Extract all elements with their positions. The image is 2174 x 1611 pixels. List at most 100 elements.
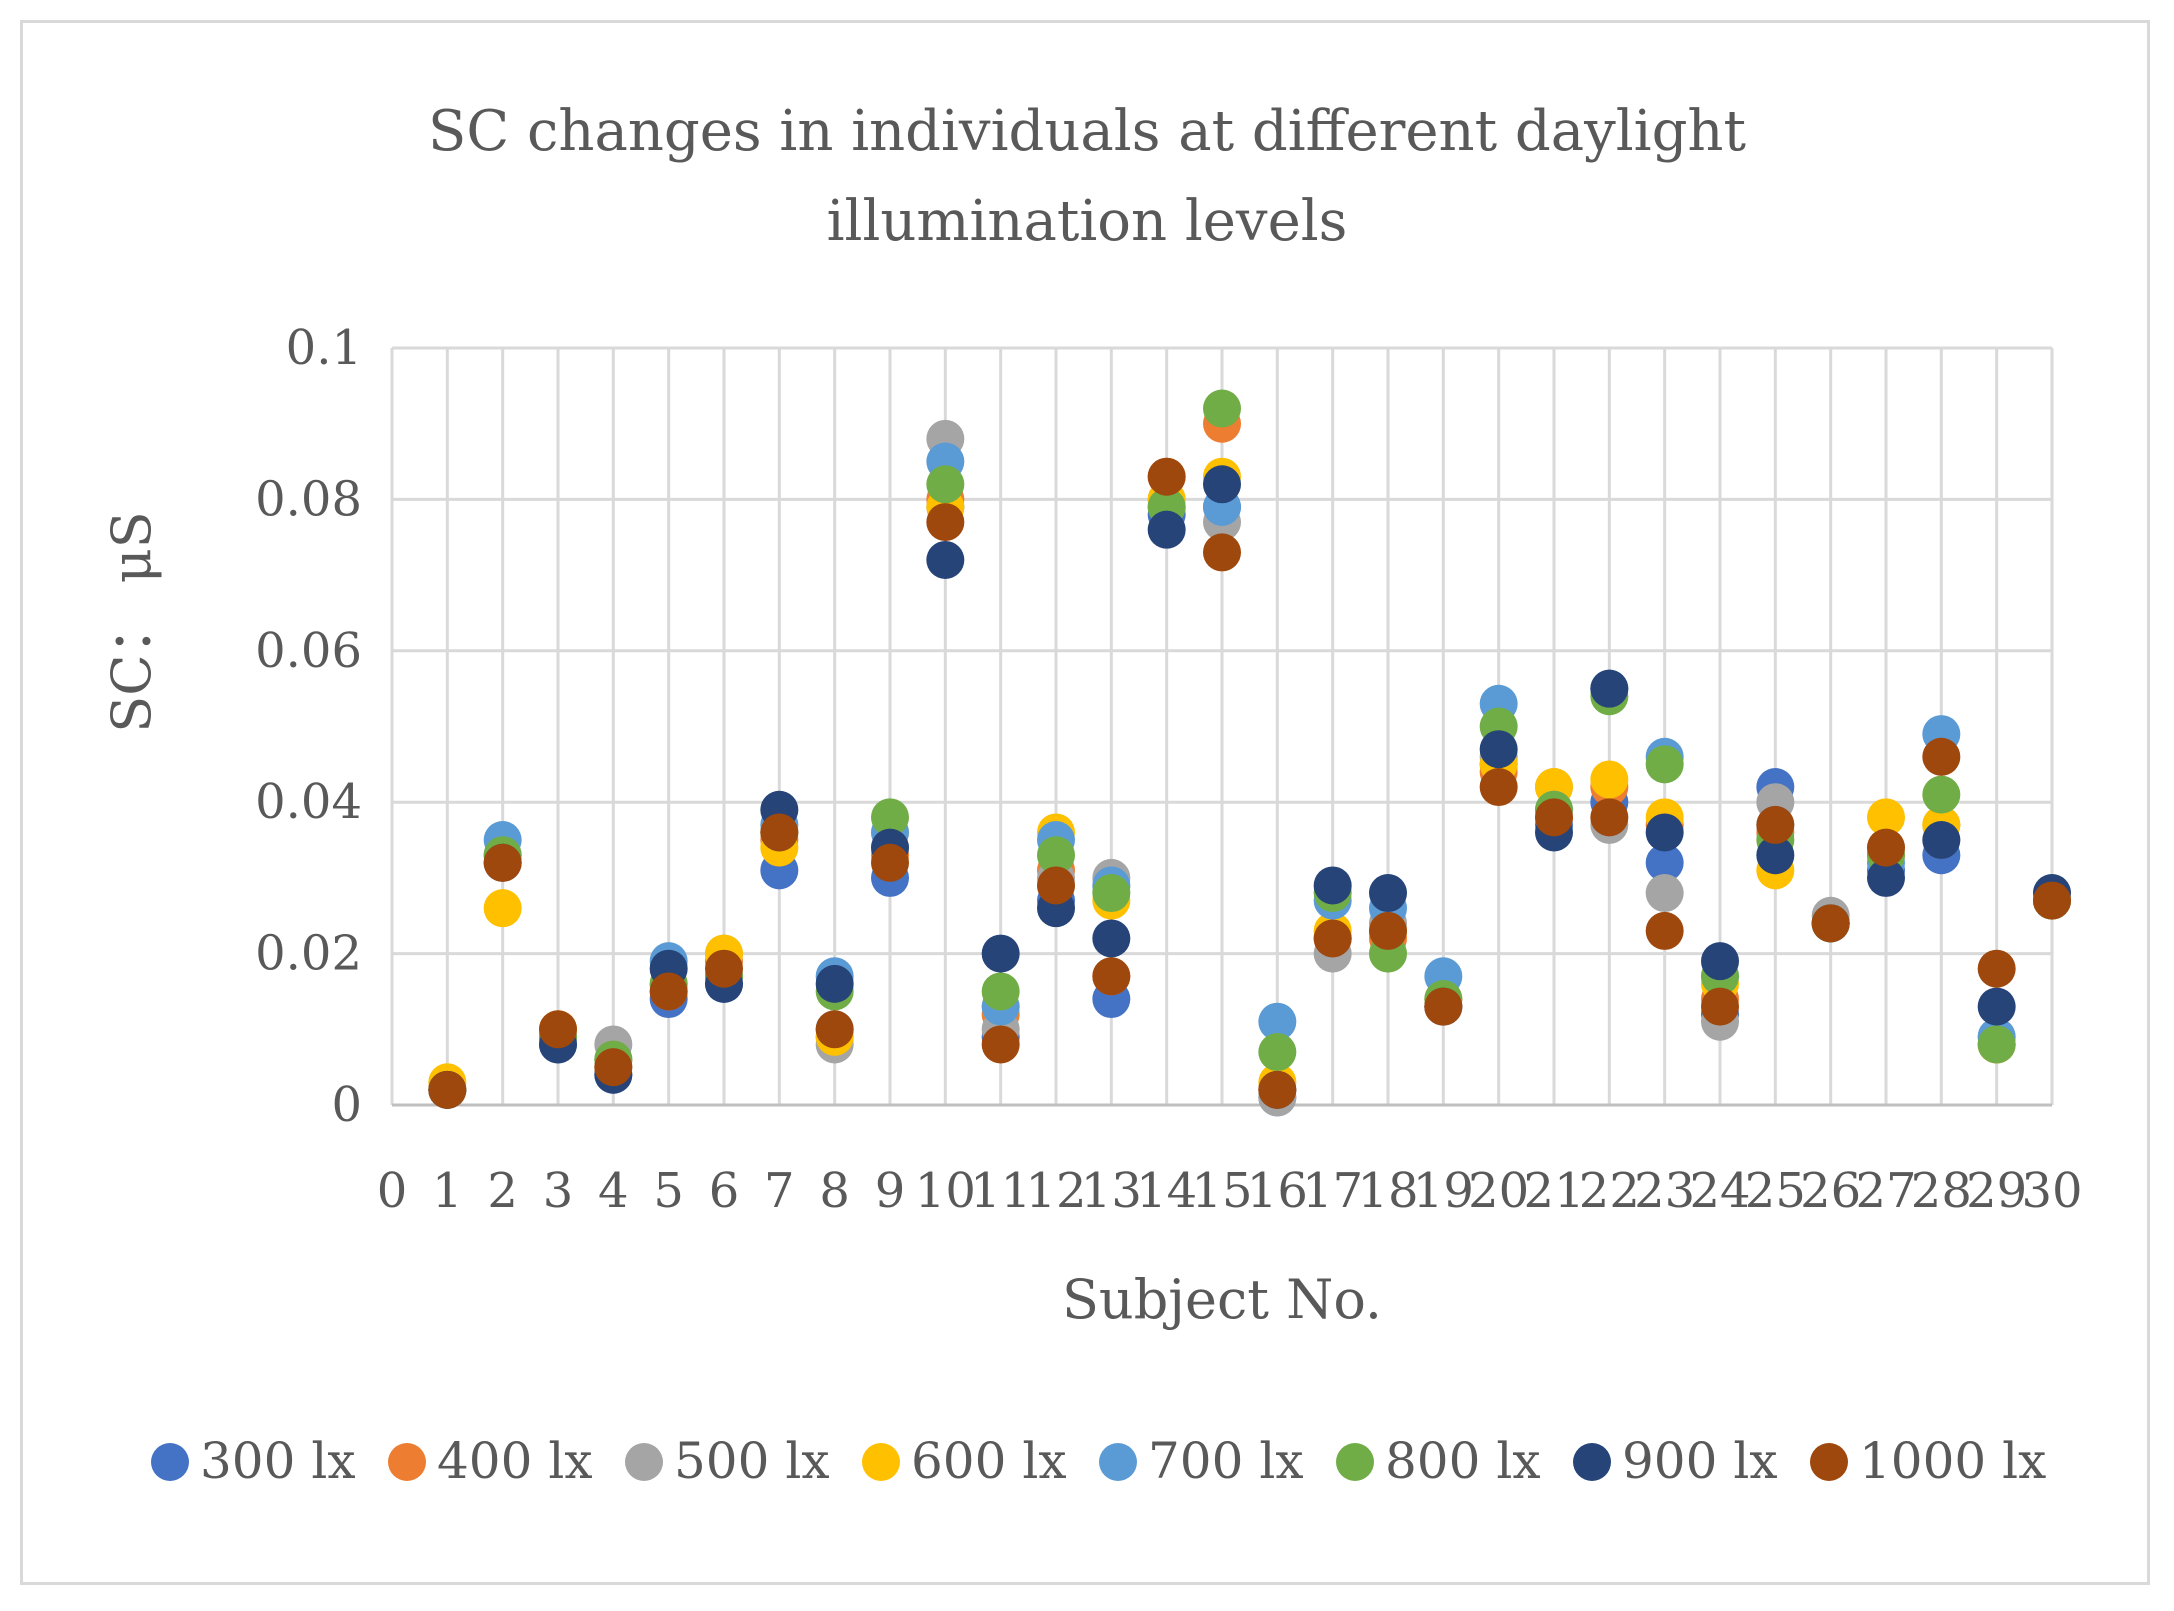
point-1000-lx-subject-4 xyxy=(594,1048,633,1087)
point-1000-lx-subject-13 xyxy=(1092,957,1131,996)
point-1000-lx-subject-11 xyxy=(981,1025,1020,1064)
point-800-lx-subject-29 xyxy=(1977,1025,2016,1064)
x-tick-label: 29 xyxy=(1966,1163,2027,1219)
x-tick-label: 2 xyxy=(487,1163,518,1219)
point-900-lx-subject-28 xyxy=(1922,821,1961,860)
point-900-lx-subject-18 xyxy=(1369,874,1407,913)
point-1000-lx-subject-22 xyxy=(1590,798,1629,837)
point-700-lx-subject-16 xyxy=(1258,1002,1297,1041)
legend-marker-400-lx xyxy=(388,1443,426,1481)
point-1000-lx-subject-17 xyxy=(1313,919,1352,958)
x-tick-label: 14 xyxy=(1136,1163,1197,1219)
point-1000-lx-subject-21 xyxy=(1535,798,1573,837)
y-tick-label: 0 xyxy=(331,1077,362,1133)
x-tick-label: 21 xyxy=(1523,1163,1584,1219)
x-tick-label: 23 xyxy=(1634,1163,1695,1219)
y-tick-labels: 0 0.02 0.04 0.06 0.08 0.1 xyxy=(255,320,362,1133)
x-tick-label: 9 xyxy=(875,1163,906,1219)
x-tick-label: 22 xyxy=(1579,1163,1640,1219)
point-1000-lx-subject-18 xyxy=(1369,911,1407,950)
point-900-lx-subject-20 xyxy=(1479,730,1518,769)
point-600-lx-subject-27 xyxy=(1867,798,1905,837)
legend-label: 700 lx xyxy=(1148,1432,1304,1490)
point-1000-lx-subject-14 xyxy=(1147,457,1186,496)
point-1000-lx-subject-9 xyxy=(871,843,909,882)
point-1000-lx-subject-3 xyxy=(539,1010,577,1049)
point-1000-lx-subject-24 xyxy=(1701,987,1739,1026)
y-tick-label: 0.08 xyxy=(255,471,362,527)
y-axis-label: SC： μS xyxy=(100,511,163,733)
point-900-lx-subject-23 xyxy=(1645,813,1684,852)
point-900-lx-subject-24 xyxy=(1701,942,1739,981)
x-tick-label: 27 xyxy=(1855,1163,1916,1219)
x-tick-label: 7 xyxy=(764,1163,795,1219)
point-800-lx-subject-10 xyxy=(926,465,965,504)
legend: 300 lx 400 lx 500 lx 600 lx 700 lx 800 lx 900 … xyxy=(151,1432,2046,1490)
y-tick-label: 0.02 xyxy=(255,926,362,982)
point-900-lx-subject-14 xyxy=(1147,510,1186,549)
point-1000-lx-subject-28 xyxy=(1922,737,1961,776)
point-800-lx-subject-9 xyxy=(871,798,909,837)
legend-label: 900 lx xyxy=(1622,1432,1778,1490)
point-900-lx-subject-25 xyxy=(1756,836,1795,875)
legend-marker-900-lx xyxy=(1573,1443,1611,1481)
point-1000-lx-subject-16 xyxy=(1258,1070,1297,1109)
x-tick-label: 5 xyxy=(653,1163,684,1219)
point-1000-lx-subject-26 xyxy=(1811,904,1850,943)
point-800-lx-subject-15 xyxy=(1203,389,1241,428)
point-900-lx-subject-17 xyxy=(1313,866,1352,905)
point-1000-lx-subject-19 xyxy=(1424,987,1463,1026)
x-tick-label: 20 xyxy=(1468,1163,1529,1219)
point-1000-lx-subject-12 xyxy=(1037,866,1075,905)
data-points xyxy=(428,389,2071,1117)
y-tick-label: 0.1 xyxy=(286,320,362,376)
x-tick-label: 18 xyxy=(1357,1163,1418,1219)
x-tick-label: 15 xyxy=(1191,1163,1252,1219)
x-tick-label: 4 xyxy=(598,1163,629,1219)
point-1000-lx-subject-23 xyxy=(1645,911,1684,950)
x-tick-label: 1 xyxy=(432,1163,463,1219)
point-900-lx-subject-8 xyxy=(815,964,854,1003)
x-tick-label: 13 xyxy=(1081,1163,1142,1219)
x-tick-label: 30 xyxy=(2021,1163,2082,1219)
point-800-lx-subject-28 xyxy=(1922,775,1961,814)
point-900-lx-subject-15 xyxy=(1203,465,1241,504)
point-1000-lx-subject-20 xyxy=(1479,768,1518,807)
legend-marker-600-lx xyxy=(862,1443,900,1481)
point-1000-lx-subject-2 xyxy=(483,843,522,882)
x-axis-label: Subject No. xyxy=(1062,1268,1382,1331)
x-tick-label: 17 xyxy=(1302,1163,1363,1219)
point-900-lx-subject-11 xyxy=(981,934,1020,973)
x-tick-labels: 0 1 2 3 4 5 6 7 8 9 101112131415161718192021222324… xyxy=(377,1163,2083,1219)
x-tick-label: 8 xyxy=(819,1163,850,1219)
point-1000-lx-subject-29 xyxy=(1977,949,2016,988)
point-900-lx-subject-13 xyxy=(1092,919,1131,958)
legend-label: 1000 lx xyxy=(1859,1432,2046,1490)
point-900-lx-subject-22 xyxy=(1590,669,1629,708)
x-tick-label: 10 xyxy=(915,1163,976,1219)
point-500-lx-subject-23 xyxy=(1645,874,1684,913)
point-1000-lx-subject-1 xyxy=(428,1070,467,1109)
point-800-lx-subject-12 xyxy=(1037,836,1075,875)
chart-title-line-1: SC changes in individuals at different d… xyxy=(428,99,1746,164)
legend-marker-800-lx xyxy=(1336,1443,1374,1481)
x-tick-label: 26 xyxy=(1800,1163,1861,1219)
point-900-lx-subject-27 xyxy=(1867,858,1905,897)
point-1000-lx-subject-8 xyxy=(815,1010,854,1049)
chart-title-line-2: illumination levels xyxy=(827,189,1348,254)
point-1000-lx-subject-15 xyxy=(1203,533,1241,572)
point-800-lx-subject-16 xyxy=(1258,1033,1297,1072)
legend-label: 300 lx xyxy=(200,1432,356,1490)
point-600-lx-subject-22 xyxy=(1590,760,1629,799)
x-tick-label: 28 xyxy=(1911,1163,1972,1219)
legend-marker-500-lx xyxy=(625,1443,663,1481)
x-tick-label: 11 xyxy=(970,1163,1031,1219)
x-tick-label: 19 xyxy=(1413,1163,1474,1219)
legend-marker-1000-lx xyxy=(1810,1443,1848,1481)
x-tick-label: 0 xyxy=(377,1163,408,1219)
point-800-lx-subject-11 xyxy=(981,972,1020,1011)
x-tick-label: 6 xyxy=(709,1163,740,1219)
point-1000-lx-subject-5 xyxy=(649,972,688,1011)
legend-label: 800 lx xyxy=(1385,1432,1541,1490)
